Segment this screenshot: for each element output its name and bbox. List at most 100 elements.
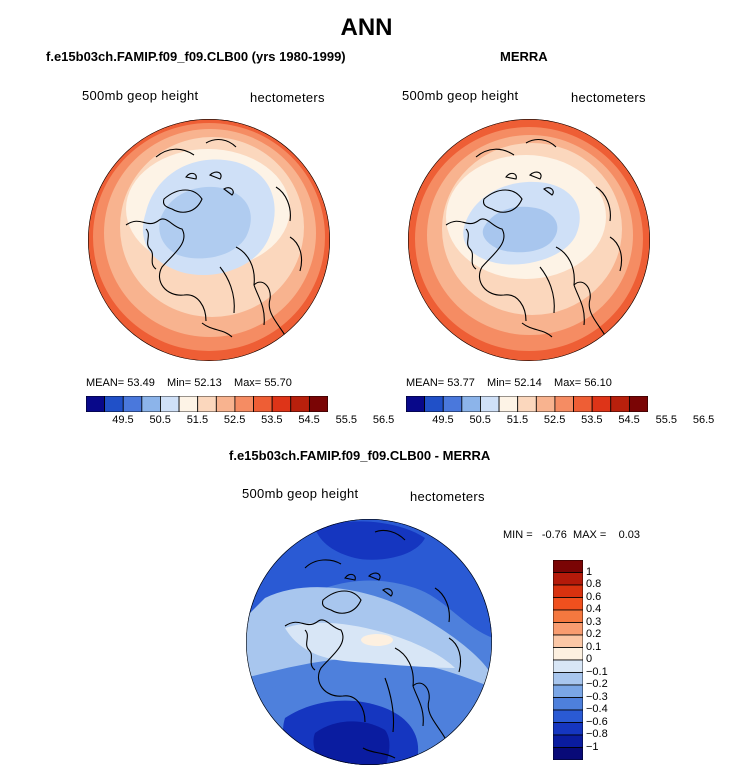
- colorbar-swatch: [86, 396, 106, 412]
- colorbar-swatch: [573, 396, 593, 412]
- colorbar-swatch: [406, 396, 426, 412]
- diff-colorbar-tick-label: 0.4: [586, 603, 602, 615]
- panel2-mean-value: 53.77: [447, 377, 475, 389]
- mean-label: MEAN=: [406, 377, 445, 389]
- colorbar-swatch: [610, 396, 630, 412]
- diff-colorbar-swatch: [553, 609, 583, 623]
- diff-colorbar-swatch: [553, 572, 583, 586]
- diff-variable-label: 500mb geop height: [242, 486, 359, 501]
- panel2-max-value: 56.10: [584, 377, 612, 389]
- diff-colorbar-swatch: [553, 647, 583, 661]
- panel2-colorbar-ticks: 49.5 50.5 51.5 52.5 53.5 54.5 55.5 56.5: [406, 414, 714, 428]
- diff-contour-neg-0-5: [315, 521, 425, 560]
- diff-colorbar-ticks: 1 0.8 0.6 0.4 0.3 0.2 0.1 0 −0.1 −0.2 −0.3 −0.4 −0.6…: [586, 560, 646, 760]
- colorbar-tick-label: 55.5: [655, 414, 678, 426]
- colorbar-swatch: [591, 396, 612, 412]
- colorbar-swatch: [122, 396, 143, 412]
- panel1-min-value: 52.13: [194, 377, 222, 389]
- diff-colorbar-swatch: [553, 622, 583, 636]
- panel2-coastlines: [445, 138, 623, 338]
- panel2-min-value: 52.14: [514, 377, 542, 389]
- diff-contour-pos: [361, 634, 393, 646]
- colorbar-swatch: [461, 396, 481, 412]
- diff-colorbar-swatch: [553, 584, 583, 598]
- diff-title: f.e15b03ch.FAMIP.f09_f09.CLB00 - MERRA: [229, 448, 491, 463]
- colorbar-swatch: [554, 396, 574, 412]
- diff-colorbar-tick-label: −0.1: [586, 665, 608, 678]
- colorbar-swatch: [178, 396, 199, 412]
- diff-min-value: -0.76: [541, 529, 567, 541]
- colorbar-tick-label: 53.5: [261, 414, 283, 426]
- colorbar-tick-label: 56.5: [372, 414, 395, 426]
- diff-colorbar-tick-label: 0.2: [586, 628, 602, 640]
- diff-max-label: MAX =: [573, 529, 607, 541]
- panel2-variable-label: 500mb geop height: [402, 88, 519, 103]
- diff-colorbar-swatch: [553, 634, 583, 648]
- colorbar-tick-label: 55.5: [335, 414, 358, 426]
- diff-coastlines: [284, 529, 462, 759]
- diff-contour-neg-0-4: [246, 519, 492, 638]
- diff-colorbar-swatch: [553, 697, 583, 711]
- colorbar-swatch: [104, 396, 124, 412]
- colorbar-tick-label: 49.5: [112, 414, 134, 426]
- diff-colorbar-tick-label: −0.3: [586, 690, 608, 703]
- max-label: Max=: [234, 377, 262, 389]
- diff-units-label: hectometers: [410, 489, 485, 504]
- panel1-coastlines: [125, 138, 303, 338]
- diff-colorbar-swatch: [553, 734, 583, 748]
- colorbar-swatch: [141, 396, 161, 412]
- diff-contour-south-0-8: [313, 721, 390, 765]
- colorbar-tick-label: 51.5: [506, 414, 529, 426]
- colorbar-swatch: [442, 396, 463, 412]
- colorbar-tick-label: 50.5: [469, 414, 491, 426]
- panel2-stats: MEAN= 53.77 Min= 52.14 Max= 56.10: [406, 377, 612, 389]
- colorbar-tick-label: 53.5: [581, 414, 603, 426]
- diff-colorbar-tick-label: −0.2: [586, 678, 608, 690]
- panel1-mean-value: 53.49: [127, 377, 155, 389]
- diff-colorbar-tick-label: −0.4: [586, 703, 608, 715]
- colorbar-swatch: [160, 396, 180, 412]
- colorbar-tick-label: 52.5: [223, 414, 246, 426]
- panel1-colorbar-ticks: 49.5 50.5 51.5 52.5 53.5 54.5 55.5 56.5: [86, 414, 394, 428]
- colorbar-tick-label: 50.5: [149, 414, 171, 426]
- diff-colorbar-tick-label: −0.6: [586, 715, 608, 728]
- diff-colorbar-swatch: [553, 597, 583, 611]
- diff-colorbar-tick-label: 0.8: [586, 578, 602, 590]
- panel1-title: f.e15b03ch.FAMIP.f09_f09.CLB00 (yrs 1980…: [46, 49, 346, 64]
- colorbar-swatch: [253, 396, 273, 412]
- panel1-colorbar: [86, 396, 328, 412]
- diff-colorbar-tick-label: 0.1: [586, 640, 602, 653]
- max-label: Max=: [554, 377, 582, 389]
- colorbar-swatch: [517, 396, 537, 412]
- panel1-variable-label: 500mb geop height: [82, 88, 199, 103]
- colorbar-swatch: [215, 396, 236, 412]
- colorbar-tick-label: 51.5: [186, 414, 209, 426]
- colorbar-tick-label: 52.5: [543, 414, 566, 426]
- panel1-contour-52-2: [159, 186, 251, 259]
- colorbar-swatch: [290, 396, 310, 412]
- colorbar-swatch: [197, 396, 217, 412]
- diff-colorbar-swatch: [553, 722, 583, 736]
- diff-colorbar-tick-label: 0.6: [586, 590, 602, 603]
- colorbar-swatch: [480, 396, 500, 412]
- diff-colorbar-tick-label: 0: [586, 653, 593, 665]
- diff-polar-map: [246, 519, 492, 765]
- panel2-contour-52-2: [482, 206, 558, 253]
- colorbar-swatch: [535, 396, 556, 412]
- panel1-polar-map: [88, 119, 330, 361]
- panel2-polar-map: [408, 119, 650, 361]
- colorbar-swatch: [271, 396, 292, 412]
- diff-min-label: MIN =: [503, 529, 533, 541]
- mean-label: MEAN=: [86, 377, 125, 389]
- colorbar-swatch: [234, 396, 254, 412]
- diff-colorbar-swatch: [553, 684, 583, 698]
- diff-colorbar: [553, 560, 583, 760]
- diff-colorbar-tick-label: −1: [586, 740, 599, 753]
- diff-minmax: MIN = -0.76 MAX = 0.03: [503, 529, 640, 541]
- colorbar-tick-label: 54.5: [298, 414, 320, 426]
- colorbar-tick-label: 49.5: [432, 414, 454, 426]
- diff-colorbar-swatch: [553, 709, 583, 723]
- diff-colorbar-swatch: [553, 672, 583, 686]
- diff-colorbar-swatch: [553, 560, 583, 573]
- diff-colorbar-tick-label: 1: [586, 565, 593, 578]
